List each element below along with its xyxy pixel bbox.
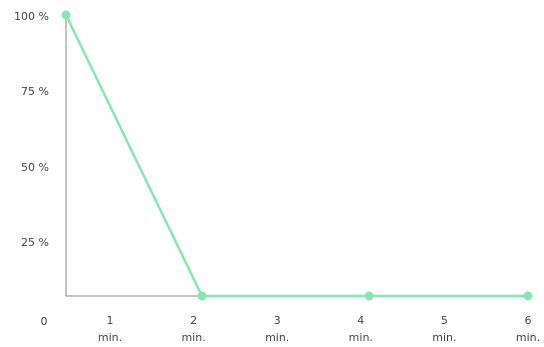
x-tick-value: 2: [190, 314, 197, 327]
x-tick-unit: min.: [349, 331, 373, 344]
x-tick-unit: min.: [265, 331, 289, 344]
x-tick-unit: min.: [432, 331, 456, 344]
data-point: [364, 291, 374, 301]
x-tick-label: 6 min.: [516, 314, 540, 344]
data-point: [523, 291, 533, 301]
x-tick-unit: min.: [181, 331, 205, 344]
x-tick-value: 4: [357, 314, 364, 327]
y-tick-label: 100 %: [14, 10, 49, 23]
x-tick-value: 5: [441, 314, 448, 327]
series: [61, 10, 533, 301]
x-tick-label: 4 min.: [349, 314, 373, 344]
x-tick-label: 2 min.: [181, 314, 205, 344]
y-tick-label: 0: [41, 315, 48, 328]
y-tick-label: 50 %: [21, 161, 49, 174]
x-tick-value: 6: [525, 314, 532, 327]
y-tick-label: 75 %: [21, 85, 49, 98]
x-tick-labels: 1 min. 2 min. 3 min. 4 min. 5 min. 6 min.: [98, 314, 540, 344]
data-point: [61, 10, 71, 20]
x-tick-unit: min.: [98, 331, 122, 344]
x-tick-label: 5 min.: [432, 314, 456, 344]
y-tick-labels: 0 25 % 50 % 75 % 100 %: [14, 10, 49, 328]
x-tick-label: 1 min.: [98, 314, 122, 344]
x-tick-unit: min.: [516, 331, 540, 344]
x-tick-value: 3: [274, 314, 281, 327]
data-point: [197, 291, 207, 301]
y-tick-label: 25 %: [21, 236, 49, 249]
axes: [65, 15, 530, 297]
x-tick-value: 1: [107, 314, 114, 327]
series-line: [64, 13, 530, 298]
x-tick-label: 3 min.: [265, 314, 289, 344]
